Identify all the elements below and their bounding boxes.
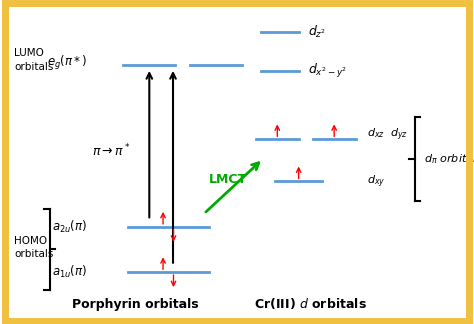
Text: Cr(III) $d$ orbitals: Cr(III) $d$ orbitals bbox=[254, 296, 367, 311]
Text: $e_g(\pi *)$: $e_g(\pi *)$ bbox=[47, 54, 88, 72]
Text: $d_{xy}$: $d_{xy}$ bbox=[367, 173, 386, 190]
Text: $d_{z^2}$: $d_{z^2}$ bbox=[308, 24, 326, 40]
Text: $a_{2u}(\pi)$: $a_{2u}(\pi)$ bbox=[53, 219, 88, 235]
Text: $a_{1u}(\pi)$: $a_{1u}(\pi)$ bbox=[53, 264, 88, 280]
Text: $d_{xz}$  $d_{yz}$: $d_{xz}$ $d_{yz}$ bbox=[367, 126, 409, 143]
Text: $d_{x^2-y^2}$: $d_{x^2-y^2}$ bbox=[308, 62, 347, 80]
Text: $\pi \rightarrow \pi^*$: $\pi \rightarrow \pi^*$ bbox=[92, 142, 131, 159]
Text: LMCT: LMCT bbox=[209, 173, 246, 186]
Text: Porphyrin orbitals: Porphyrin orbitals bbox=[72, 298, 199, 311]
Text: LUMO
orbitals: LUMO orbitals bbox=[14, 48, 54, 72]
Text: HOMO
orbitals: HOMO orbitals bbox=[14, 236, 54, 260]
Text: $d_{\pi}$ orbitals: $d_{\pi}$ orbitals bbox=[424, 152, 474, 166]
